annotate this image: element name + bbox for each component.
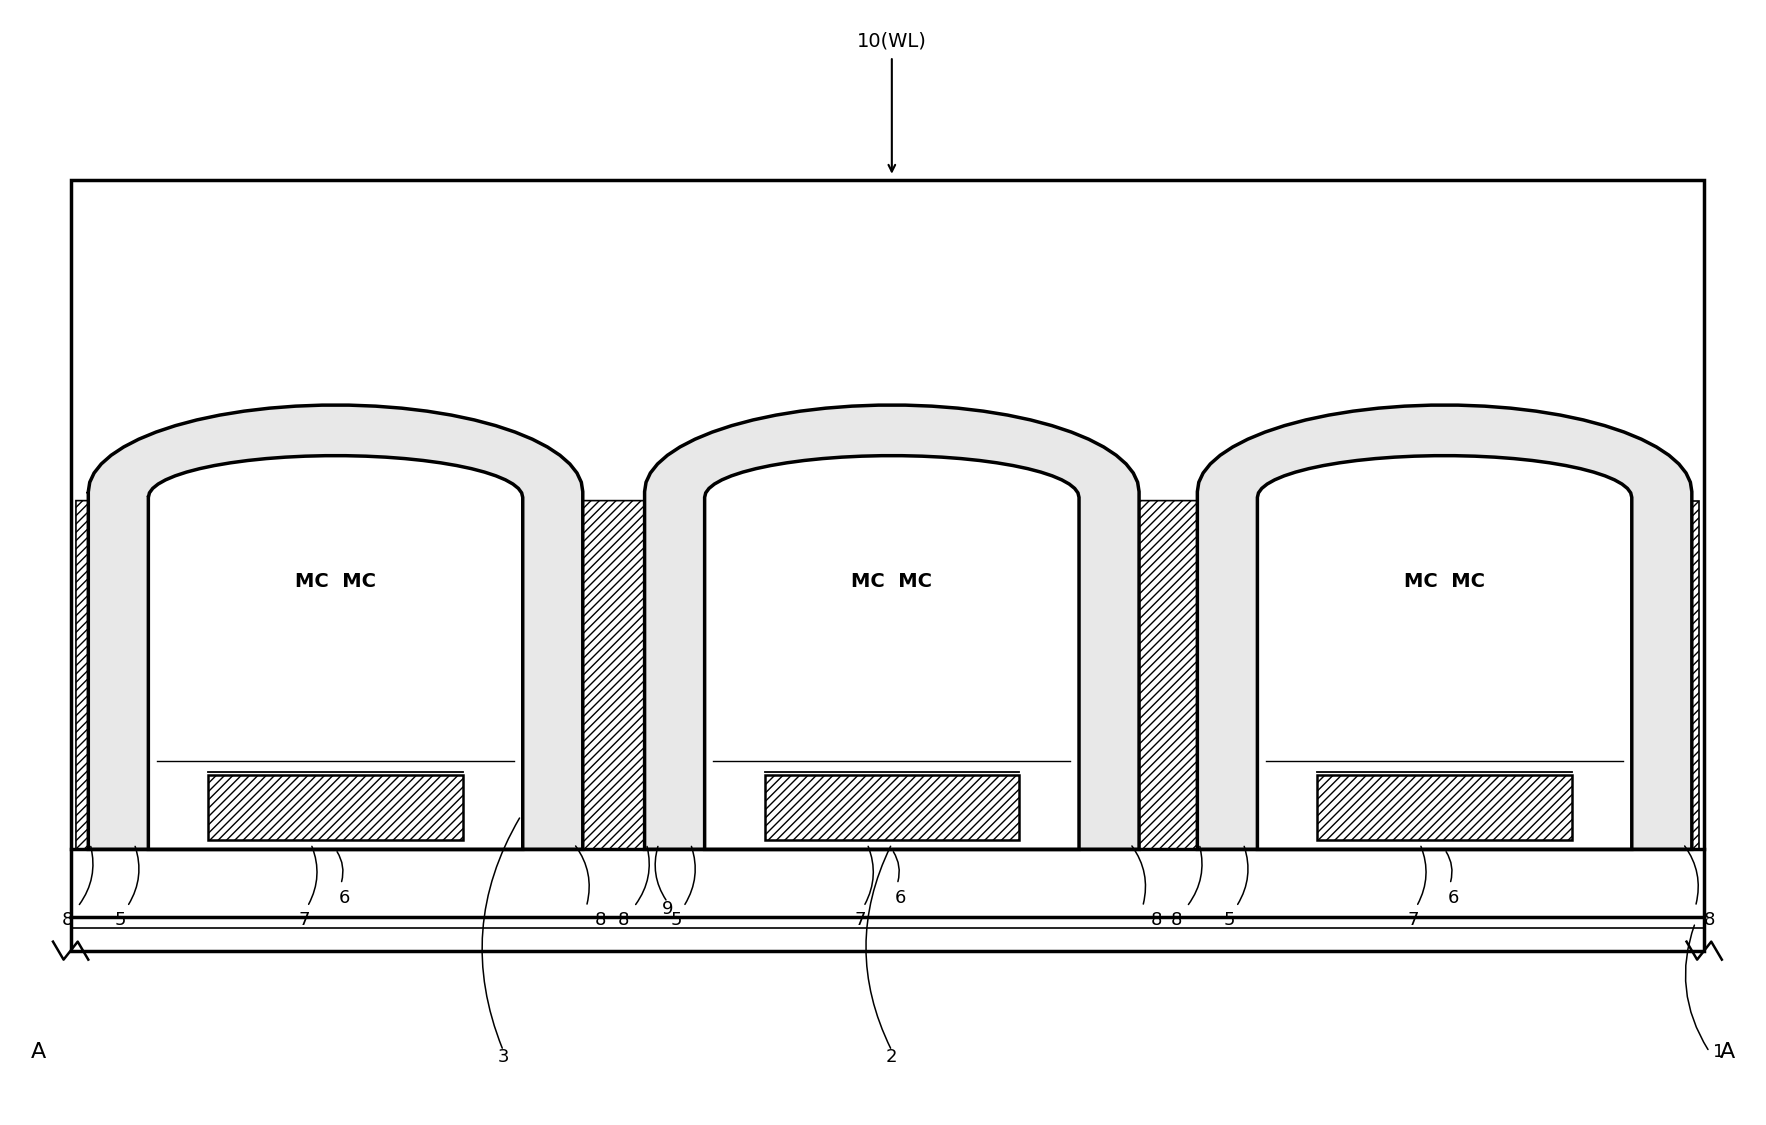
Text: 6: 6 [339,889,350,907]
Polygon shape [1197,405,1692,849]
Polygon shape [1589,501,1699,849]
Polygon shape [544,501,825,849]
Text: 9: 9 [662,900,673,918]
Text: MC  MC: MC MC [295,573,376,591]
Bar [1579,849,1692,917]
Bar [208,775,463,840]
Text: 7: 7 [1408,911,1418,929]
Polygon shape [645,405,1139,849]
Text: 7: 7 [855,911,865,929]
Text: 8: 8 [618,911,629,929]
Text: 5: 5 [671,911,682,929]
Text: 5: 5 [1224,911,1234,929]
Bar [71,180,1704,501]
Bar [87,849,180,917]
Bar [765,775,1019,840]
Text: 8: 8 [1704,911,1715,929]
Text: 5: 5 [115,911,125,929]
Bar [71,180,1704,951]
Text: 8: 8 [1151,911,1162,929]
Polygon shape [1257,456,1632,849]
Polygon shape [705,456,1079,849]
Text: 7: 7 [298,911,309,929]
Polygon shape [76,501,138,849]
Polygon shape [1095,501,1376,849]
Bar [1317,775,1572,840]
Polygon shape [88,405,583,849]
Text: 8: 8 [1171,911,1181,929]
Text: MC  MC: MC MC [1404,573,1485,591]
Bar [71,849,1704,917]
Text: MC  MC: MC MC [851,573,932,591]
Text: 6: 6 [895,889,906,907]
Text: 6: 6 [1448,889,1459,907]
Text: 8: 8 [62,911,72,929]
Text: 3: 3 [498,1048,509,1066]
Text: 10(WL): 10(WL) [857,32,927,51]
Text: 2: 2 [887,1048,897,1066]
Text: 1: 1 [1713,1043,1724,1061]
Text: 8: 8 [595,911,606,929]
Text: A: A [1720,1042,1734,1062]
Bar [71,180,1704,951]
Text: A: A [32,1042,46,1062]
Polygon shape [148,456,523,849]
